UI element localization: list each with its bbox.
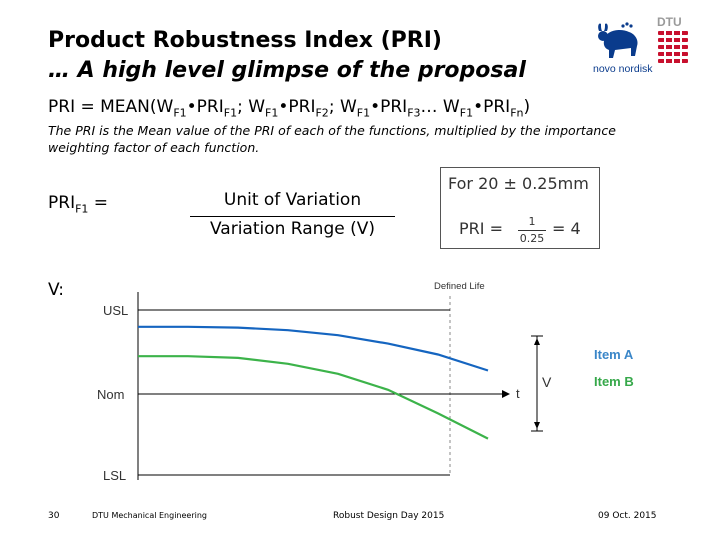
v-label: V: [48,280,64,300]
time-label: t [516,386,520,401]
example-result: = 4 [552,219,581,238]
series-line-item-b [138,355,489,440]
v-range-label: V [542,374,552,390]
dtu-logo: DTU [657,15,688,63]
series-line-item-a [138,325,489,372]
dtu-wordmark: DTU [657,15,682,29]
footer-department: DTU Mechanical Engineering [92,511,207,520]
y-tick-nom: Nom [97,387,124,402]
pri-mean-formula: PRI = MEAN(WF1•PRIF1; WF1•PRIF2; WF1•PRI… [48,97,531,120]
v-range-head-top [534,338,540,345]
degradation-chart: Defined Life USL Nom LSL t V Item A Item… [97,281,634,483]
footer-page-number: 30 [48,511,60,521]
example-fraction-bar [518,230,546,231]
example-tolerance: For 20 ± 0.25mm [448,174,589,193]
novo-nordisk-wordmark: novo nordisk [593,63,653,75]
defined-life-label: Defined Life [434,281,485,292]
y-tick-lsl: LSL [103,468,126,483]
fraction-bar [190,216,395,217]
footer-event: Robust Design Day 2015 [333,511,445,521]
v-range-head-bottom [534,422,540,429]
pri-description: The PRI is the Mean value of the PRI of … [48,123,616,155]
example-box [440,167,600,249]
legend-item-a: Item A [594,347,634,362]
footer-date: 09 Oct. 2015 [598,511,657,521]
fraction-denominator: Variation Range (V) [209,219,375,239]
example-denominator: 0.25 [519,232,545,245]
fraction-numerator: Unit of Variation [223,190,362,210]
time-arrowhead [502,390,510,398]
pri-f1-label: PRIF1 = [48,193,109,216]
y-tick-usl: USL [103,303,128,318]
example-numerator: 1 [528,215,536,228]
slide-title-line2: … A high level glimpse of the proposal [48,58,526,83]
novo-nordisk-logo: novo nordisk [593,22,653,75]
legend-item-b: Item B [594,374,634,389]
slide-title-line1: Product Robustness Index (PRI) [48,28,442,53]
example-pri-label: PRI = [459,219,503,238]
